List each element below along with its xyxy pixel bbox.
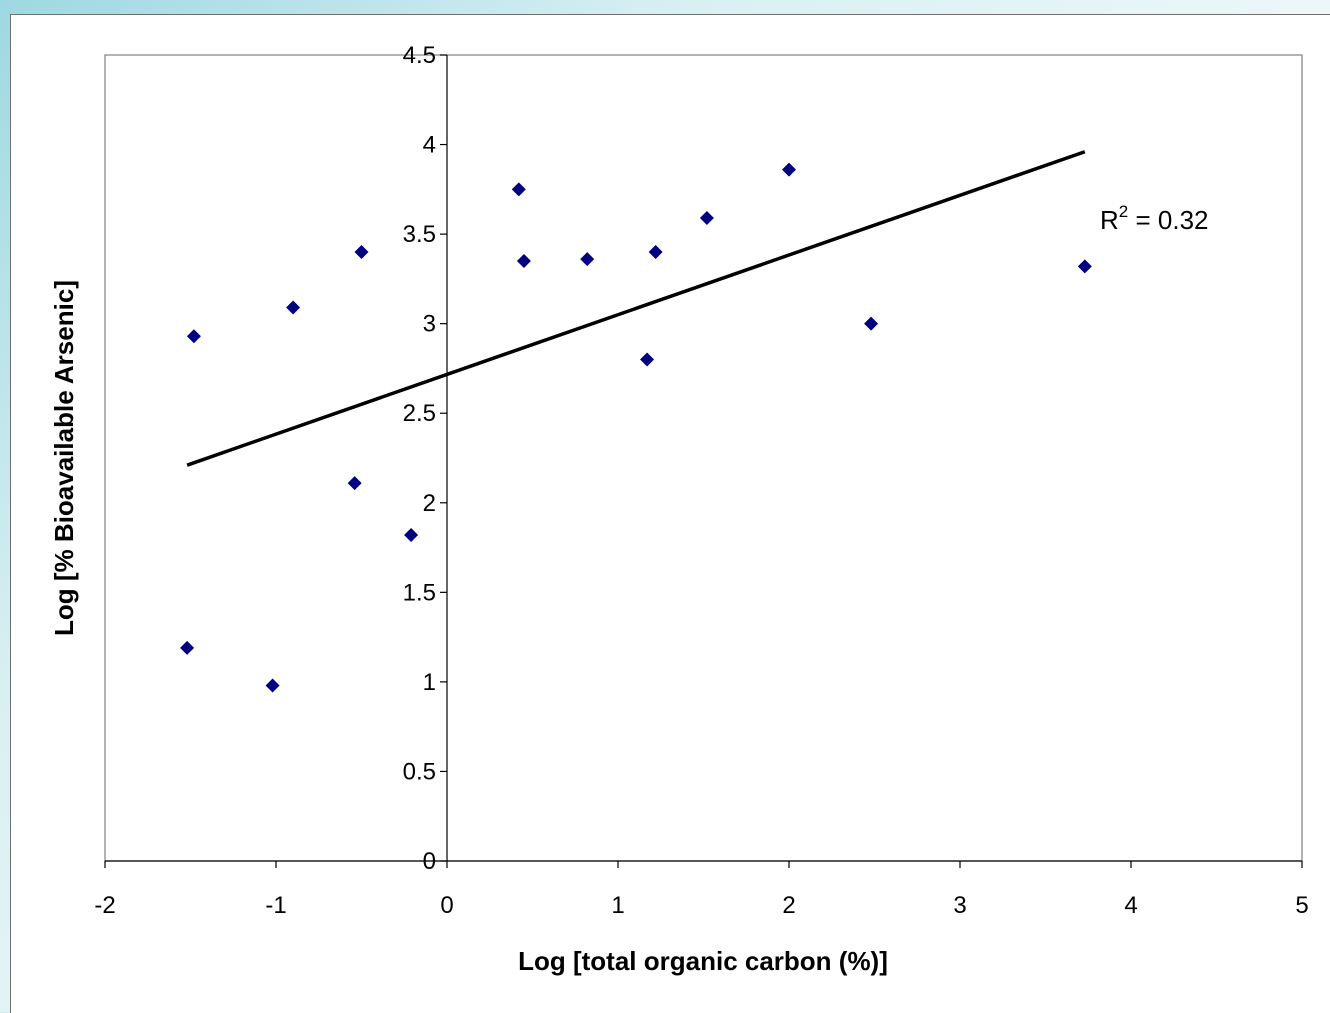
data-point <box>180 640 195 655</box>
r-squared-label: R <box>1100 205 1119 235</box>
data-point <box>354 245 369 260</box>
data-point <box>265 678 280 693</box>
axes <box>105 55 1302 862</box>
y-tick-label: 2.5 <box>403 400 436 427</box>
r-squared-superscript: 2 <box>1119 202 1128 221</box>
y-tick-label: 1.5 <box>403 579 436 606</box>
chart-panel: 0 0.5 1 1.5 2 2.5 3 3.5 4 4.5 -2 -1 0 1 2 3 4 5 Log [tot… <box>10 14 1330 1013</box>
y-tick-label: 0 <box>423 848 436 875</box>
x-tick-label: 2 <box>782 892 795 919</box>
trendline <box>186 150 1086 467</box>
x-axis-ticks: -2 -1 0 1 2 3 4 5 <box>94 861 1309 919</box>
r-squared-annotation: R2 = 0.32 <box>1100 202 1208 235</box>
data-point <box>648 245 663 260</box>
y-tick-label: 2 <box>423 490 436 517</box>
r-squared-value: = 0.32 <box>1128 205 1208 235</box>
x-tick-label: 0 <box>440 892 453 919</box>
data-point <box>864 316 879 331</box>
x-tick-label: 3 <box>953 892 966 919</box>
data-point <box>347 476 362 491</box>
data-point <box>640 352 655 367</box>
y-axis-title: Log [% Bioavailable Arsenic] <box>49 280 79 636</box>
y-tick-label: 1 <box>423 669 436 696</box>
x-axis-title: Log [total organic carbon (%)] <box>518 946 888 976</box>
plot-area <box>104 54 1303 862</box>
x-tick-label: -1 <box>265 892 286 919</box>
data-point <box>580 252 595 267</box>
y-tick-label: 4 <box>423 132 436 159</box>
y-axis-ticks: 0 0.5 1 1.5 2 2.5 3 3.5 4 4.5 <box>403 42 447 875</box>
x-tick-label: 5 <box>1295 892 1308 919</box>
scatter-chart: 0 0.5 1 1.5 2 2.5 3 3.5 4 4.5 -2 -1 0 1 2 3 4 5 Log [tot… <box>49 42 1309 976</box>
y-tick-label: 4.5 <box>403 42 436 69</box>
data-point <box>699 210 714 225</box>
y-tick-label: 3 <box>423 311 436 338</box>
x-tick-label: 1 <box>611 892 624 919</box>
data-point <box>404 528 419 543</box>
data-points <box>180 162 1092 693</box>
y-tick-label: 3.5 <box>403 221 436 248</box>
data-point <box>1077 259 1092 274</box>
y-tick-label: 0.5 <box>403 758 436 785</box>
data-point <box>286 300 301 315</box>
data-point <box>186 329 201 344</box>
data-point <box>511 182 526 197</box>
x-tick-label: 4 <box>1124 892 1137 919</box>
data-point <box>516 253 531 268</box>
data-point <box>782 162 796 177</box>
x-tick-label: -2 <box>94 892 115 919</box>
